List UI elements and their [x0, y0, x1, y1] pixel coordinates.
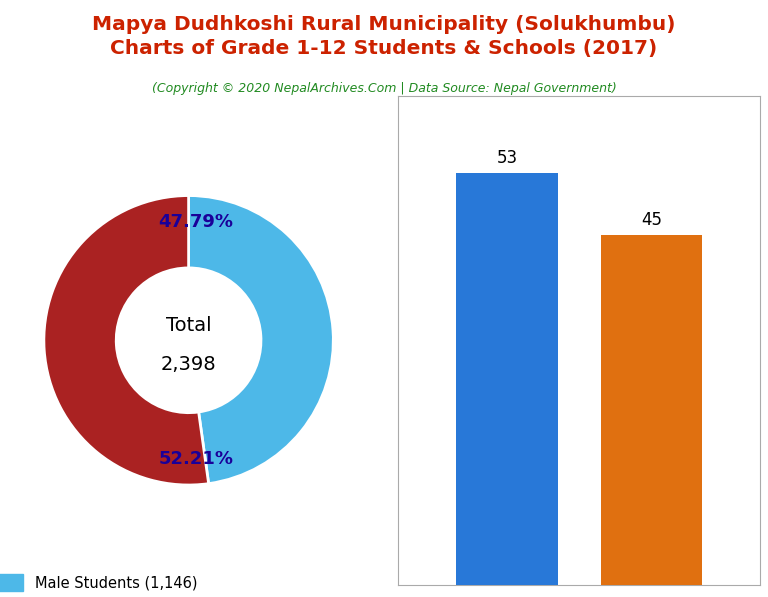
- Wedge shape: [189, 196, 333, 484]
- Bar: [456, 173, 558, 585]
- Text: (Copyright © 2020 NepalArchives.Com | Data Source: Nepal Government): (Copyright © 2020 NepalArchives.Com | Da…: [151, 82, 617, 96]
- Wedge shape: [44, 196, 209, 485]
- Text: 52.21%: 52.21%: [158, 450, 233, 468]
- Legend: Male Students (1,146), Female Students (1,252): Male Students (1,146), Female Students (…: [0, 574, 216, 597]
- Text: 2,398: 2,398: [161, 355, 217, 374]
- Text: 53: 53: [496, 149, 518, 167]
- Text: Total: Total: [166, 316, 211, 336]
- Text: 45: 45: [641, 211, 662, 229]
- Text: Mapya Dudhkoshi Rural Municipality (Solukhumbu)
Charts of Grade 1-12 Students & : Mapya Dudhkoshi Rural Municipality (Solu…: [92, 15, 676, 58]
- Text: 47.79%: 47.79%: [158, 213, 233, 230]
- Bar: [601, 235, 703, 585]
